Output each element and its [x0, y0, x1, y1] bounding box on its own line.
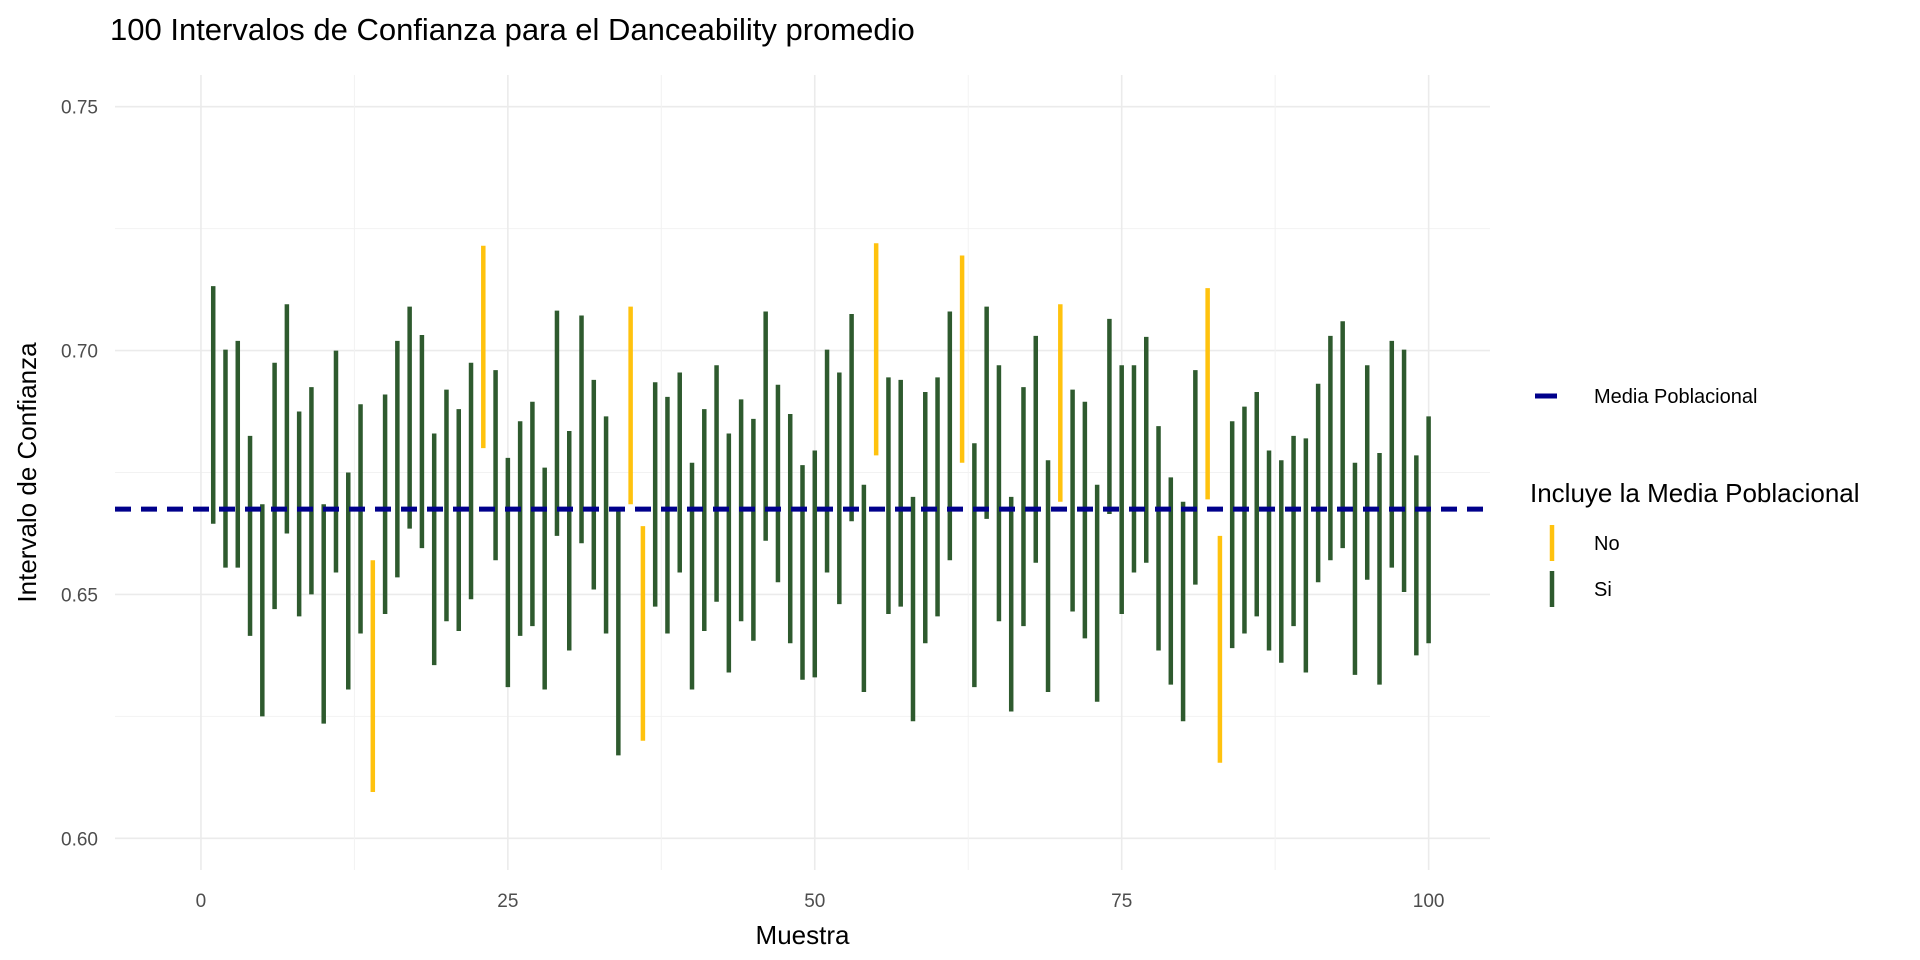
y-tick-label: 0.65: [61, 585, 98, 606]
legend-label-media-poblacional: Media Poblacional: [1594, 386, 1757, 408]
legend: Media Poblacional Incluye la Media Pobla…: [1530, 386, 1860, 607]
x-axis-tick-labels: 0 25 50 75 100: [196, 891, 1445, 912]
chart-title: 100 Intervalos de Confianza para el Danc…: [110, 12, 915, 47]
legend-label-no: No: [1594, 533, 1620, 555]
y-axis-tick-labels: 0.60 0.65 0.70 0.75: [61, 98, 98, 851]
y-axis-title: Intervalo de Confianza: [12, 342, 42, 603]
y-tick-label: 0.60: [61, 829, 98, 850]
x-tick-label: 75: [1111, 891, 1132, 912]
legend-items: No Si: [1549, 525, 1620, 607]
legend-title: Incluye la Media Poblacional: [1530, 478, 1860, 508]
x-tick-label: 50: [804, 891, 825, 912]
interval-bars: [210, 243, 1431, 792]
y-tick-label: 0.70: [61, 342, 98, 363]
x-axis-title: Muestra: [756, 920, 850, 950]
y-tick-label: 0.75: [61, 98, 98, 119]
x-tick-label: 25: [497, 891, 518, 912]
legend-label-si: Si: [1594, 579, 1612, 601]
x-tick-label: 100: [1413, 891, 1445, 912]
x-tick-label: 0: [196, 891, 207, 912]
